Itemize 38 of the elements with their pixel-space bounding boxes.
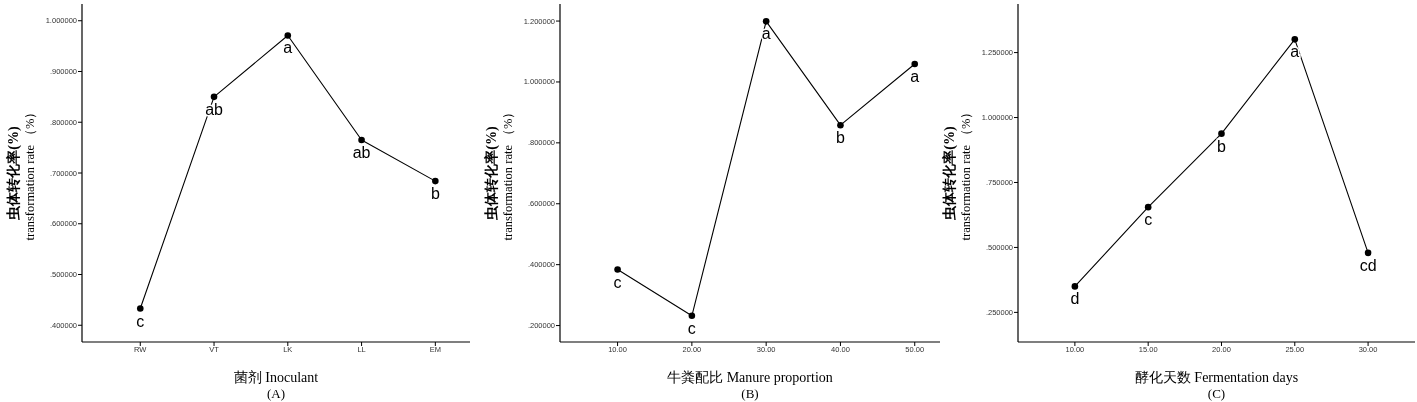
annotation: b (836, 129, 845, 147)
point (1291, 36, 1299, 43)
annotation: cd (1359, 256, 1377, 274)
annotation: c (613, 273, 622, 291)
x-axis-title: 菌剂 Inoculant (233, 370, 319, 385)
point (614, 266, 621, 273)
point (837, 121, 844, 129)
point (210, 93, 218, 101)
point (1144, 203, 1152, 211)
point (688, 312, 696, 320)
x-axis-title: 酵化天数 Fermentation days (1134, 370, 1299, 385)
annotation: a (910, 67, 920, 85)
annotation: ab (352, 144, 371, 162)
annotation: c (136, 312, 145, 330)
point (432, 177, 439, 185)
annotation: d (1070, 290, 1080, 308)
point (1071, 283, 1079, 290)
text: (B) (741, 386, 759, 401)
point (762, 18, 770, 25)
annotation: a (761, 25, 771, 43)
text: (C) (1207, 386, 1226, 401)
point (284, 32, 292, 39)
y-axis-title: 虫体转化率(%) transformation rate （%） (5, 105, 37, 241)
annotation: a (1290, 43, 1300, 61)
annotation: c (1144, 211, 1153, 229)
point (136, 305, 144, 312)
point (1364, 249, 1372, 257)
point (911, 60, 919, 68)
annotation: c (687, 319, 696, 337)
text: (A) (266, 386, 286, 401)
annotation: b (1217, 137, 1227, 155)
annotation: b (430, 185, 440, 203)
point (1218, 130, 1225, 137)
point (358, 136, 365, 144)
annotation: a (283, 39, 293, 57)
x-axis-title: 牛粪配比 Manure proportion (667, 370, 833, 385)
y-axis-title: 虫体转化率(%) transformation rate （%） (941, 105, 973, 241)
y-axis-title: 虫体转化率(%) transformation rate （%） (483, 105, 515, 241)
